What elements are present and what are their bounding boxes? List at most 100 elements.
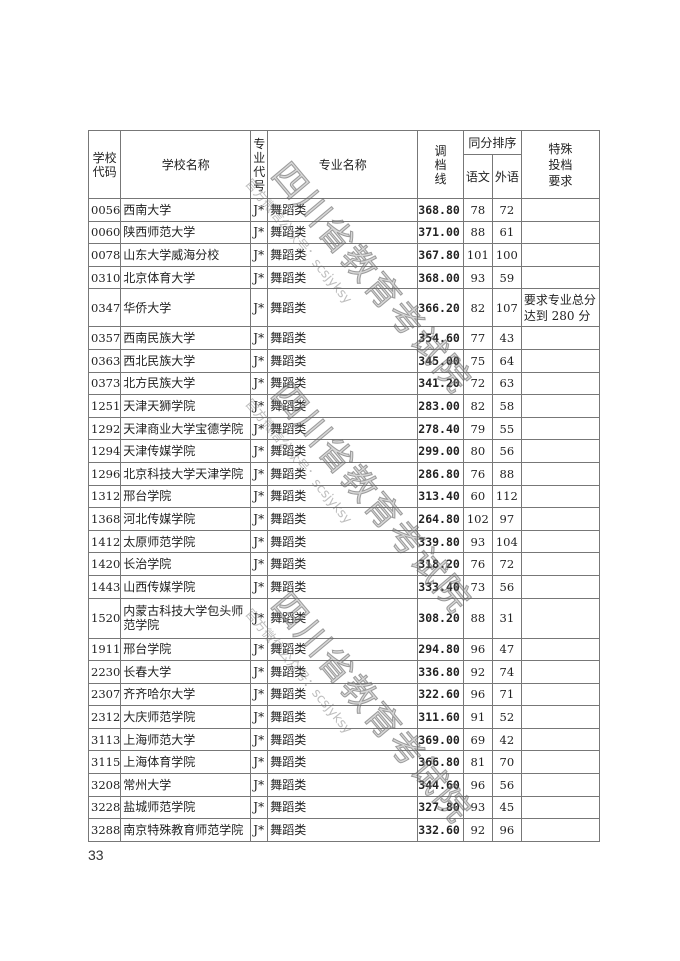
major-name: 舞蹈类 (267, 529, 419, 554)
special-requirement: 要求专业总分达到 280 分 (520, 288, 600, 328)
header-special: 特殊投档要求 (520, 130, 600, 199)
foreign-rank: 52 (491, 705, 522, 729)
major-code: J* (250, 326, 269, 350)
school-code: 1520 (87, 597, 122, 639)
chinese-rank: 80 (462, 439, 493, 463)
major-code: J* (250, 597, 269, 639)
school-code: 0373 (87, 371, 122, 396)
major-code: J* (250, 637, 269, 662)
table-row: 0347 华侨大学 J* 舞蹈类 366.20 82 107 要求专业总分达到 280 分 (87, 288, 600, 328)
school-name: 天津传媒学院 (120, 439, 252, 463)
cutoff-score: 369.00 (417, 727, 464, 752)
cutoff-score: 264.80 (417, 507, 464, 531)
foreign-rank: 56 (491, 439, 522, 463)
table-row: 1296 北京科技大学天津学院 J* 舞蹈类 286.80 76 88 (87, 461, 600, 486)
cutoff-score: 299.00 (417, 439, 464, 463)
major-code: J* (250, 750, 269, 775)
special-requirement (520, 461, 600, 486)
school-name: 大庆师范学院 (120, 705, 252, 729)
foreign-rank: 56 (491, 773, 522, 797)
major-code: J* (250, 288, 269, 328)
special-requirement (520, 795, 600, 820)
major-code: J* (250, 348, 269, 373)
foreign-rank: 55 (491, 416, 522, 441)
major-name: 舞蹈类 (267, 484, 419, 509)
chinese-rank: 91 (462, 705, 493, 729)
chinese-rank: 88 (462, 597, 493, 639)
school-name: 天津商业大学宝德学院 (120, 416, 252, 441)
school-code: 1368 (87, 507, 122, 531)
school-name: 邢台学院 (120, 637, 252, 662)
major-name: 舞蹈类 (267, 750, 419, 775)
school-name: 西南民族大学 (120, 326, 252, 350)
major-code: J* (250, 552, 269, 576)
table-row: 0078 山东大学威海分校 J* 舞蹈类 367.80 101 100 (87, 243, 600, 267)
table-row: 1911 邢台学院 J* 舞蹈类 294.80 96 47 (87, 637, 600, 662)
table-row: 1312 邢台学院 J* 舞蹈类 313.40 60 112 (87, 484, 600, 509)
table-row: 1294 天津传媒学院 J* 舞蹈类 299.00 80 56 (87, 439, 600, 463)
table-row: 0056 西南大学 J* 舞蹈类 368.80 78 72 (87, 198, 600, 222)
chinese-rank: 93 (462, 795, 493, 820)
major-code: J* (250, 507, 269, 531)
major-name: 舞蹈类 (267, 265, 419, 290)
school-name: 邢台学院 (120, 484, 252, 509)
school-name: 南京特殊教育师范学院 (120, 818, 252, 842)
school-code: 1420 (87, 552, 122, 576)
major-code: J* (250, 394, 269, 418)
major-name: 舞蹈类 (267, 288, 419, 328)
foreign-rank: 74 (491, 660, 522, 684)
school-code: 3208 (87, 773, 122, 797)
foreign-rank: 58 (491, 394, 522, 418)
school-name: 天津天狮学院 (120, 394, 252, 418)
chinese-rank: 96 (462, 773, 493, 797)
cutoff-score: 336.80 (417, 660, 464, 684)
chinese-rank: 60 (462, 484, 493, 509)
table-row: 2307 齐齐哈尔大学 J* 舞蹈类 322.60 96 71 (87, 682, 600, 707)
school-code: 0357 (87, 326, 122, 350)
major-code: J* (250, 198, 269, 222)
school-code: 1412 (87, 529, 122, 554)
school-name: 太原师范学院 (120, 529, 252, 554)
cutoff-score: 366.20 (417, 288, 464, 328)
major-code: J* (250, 484, 269, 509)
chinese-rank: 92 (462, 818, 493, 842)
foreign-rank: 63 (491, 371, 522, 396)
header-chinese: 语文 (462, 154, 493, 199)
school-code: 2312 (87, 705, 122, 729)
foreign-rank: 64 (491, 348, 522, 373)
special-requirement (520, 416, 600, 441)
major-name: 舞蹈类 (267, 439, 419, 463)
major-code: J* (250, 727, 269, 752)
major-name: 舞蹈类 (267, 682, 419, 707)
chinese-rank: 81 (462, 750, 493, 775)
foreign-rank: 104 (491, 529, 522, 554)
table-row: 3113 上海师范大学 J* 舞蹈类 369.00 69 42 (87, 727, 600, 752)
major-name: 舞蹈类 (267, 727, 419, 752)
school-code: 0310 (87, 265, 122, 290)
cutoff-score: 367.80 (417, 243, 464, 267)
special-requirement (520, 507, 600, 531)
cutoff-score: 308.20 (417, 597, 464, 639)
school-name: 上海师范大学 (120, 727, 252, 752)
table-row: 3288 南京特殊教育师范学院 J* 舞蹈类 332.60 92 96 (87, 818, 600, 842)
table-row: 2312 大庆师范学院 J* 舞蹈类 311.60 91 52 (87, 705, 600, 729)
major-name: 舞蹈类 (267, 818, 419, 842)
major-code: J* (250, 682, 269, 707)
table-row: 1368 河北传媒学院 J* 舞蹈类 264.80 102 97 (87, 507, 600, 531)
chinese-rank: 96 (462, 682, 493, 707)
major-name: 舞蹈类 (267, 705, 419, 729)
page-number: 33 (88, 847, 104, 863)
cutoff-score: 294.80 (417, 637, 464, 662)
chinese-rank: 76 (462, 552, 493, 576)
cutoff-score: 318.20 (417, 552, 464, 576)
special-requirement (520, 529, 600, 554)
school-name: 常州大学 (120, 773, 252, 797)
cutoff-score: 333.40 (417, 574, 464, 599)
major-name: 舞蹈类 (267, 461, 419, 486)
school-code: 0056 (87, 198, 122, 222)
school-name: 齐齐哈尔大学 (120, 682, 252, 707)
cutoff-score: 313.40 (417, 484, 464, 509)
cutoff-score: 278.40 (417, 416, 464, 441)
major-code: J* (250, 795, 269, 820)
chinese-rank: 78 (462, 198, 493, 222)
